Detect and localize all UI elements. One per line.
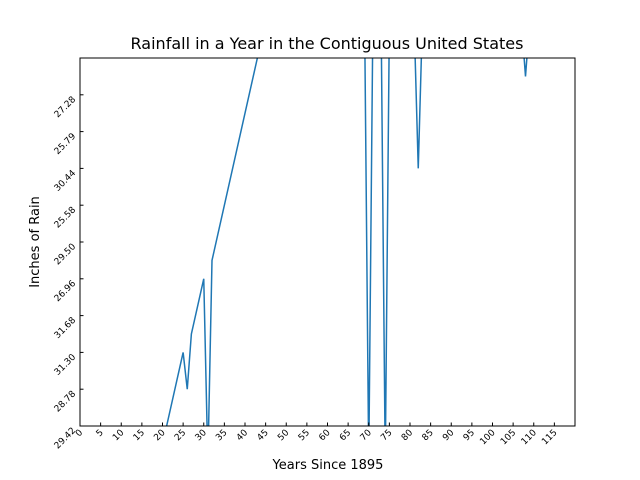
- line-series: [165, 58, 528, 426]
- plot-area: [165, 58, 528, 426]
- chart-title: Rainfall in a Year in the Contiguous Uni…: [131, 34, 524, 53]
- x-tick-label: 5: [95, 428, 106, 439]
- x-tick-label: 0: [74, 428, 85, 439]
- y-axis-label: Inches of Rain: [28, 196, 43, 288]
- x-axis-label: Years Since 1895: [272, 458, 384, 473]
